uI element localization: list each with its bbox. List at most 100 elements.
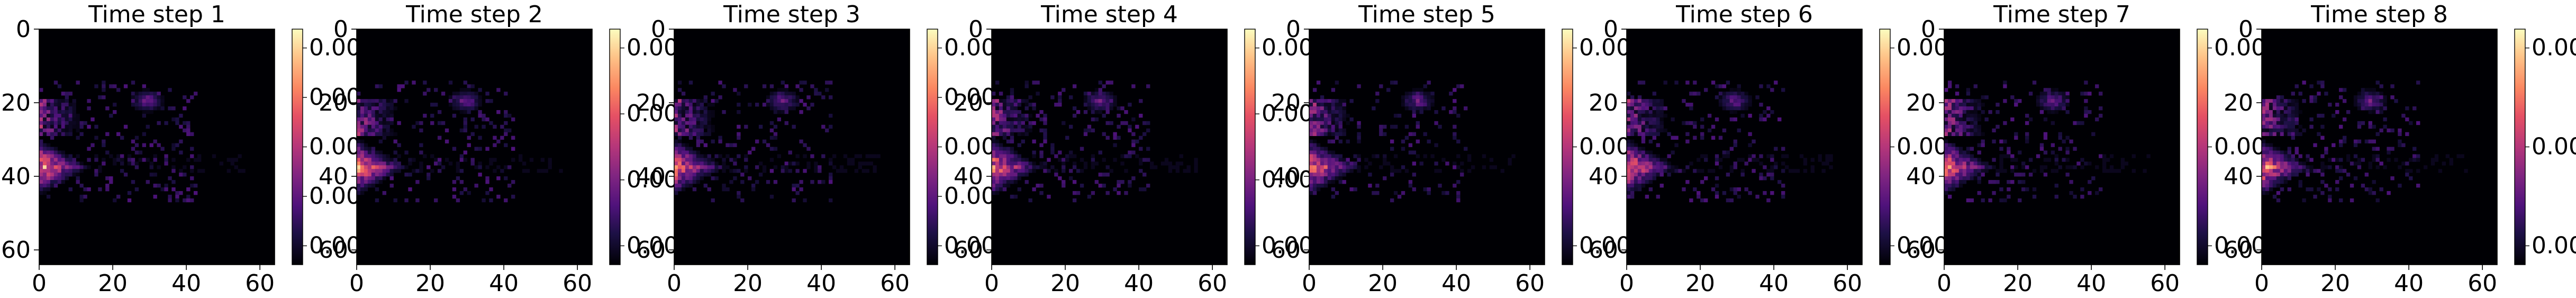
heatmap-cell [1069, 154, 1073, 158]
heatmap-cell [57, 158, 62, 162]
heatmap-cell [1098, 150, 1102, 155]
heatmap-cell [677, 132, 682, 137]
heatmap-cell [995, 124, 1000, 129]
heatmap-cell [386, 165, 390, 169]
heatmap-cell [2262, 113, 2266, 118]
heatmap-cell [792, 95, 796, 100]
subplot-8: Time step 8020406002040600.00150.00100.0… [2224, 1, 2576, 297]
heatmap-cell [2298, 165, 2302, 169]
heatmap-cell [1401, 139, 1405, 143]
heatmap-cell [999, 124, 1003, 129]
heatmap-cell [2276, 173, 2281, 177]
heatmap-cell [1024, 106, 1029, 111]
heatmap-cell [792, 92, 796, 96]
heatmap-cell [378, 124, 383, 129]
heatmap-cell [1682, 121, 1686, 125]
heatmap-cell [109, 113, 113, 118]
heatmap-cell [692, 103, 697, 107]
heatmap-cell [50, 147, 55, 151]
heatmap-cell [1678, 169, 1682, 173]
heatmap-cell [467, 136, 471, 140]
heatmap-cell [423, 113, 427, 118]
heatmap-cell [478, 161, 482, 166]
heatmap-cell [1102, 99, 1106, 103]
heatmap-cell [393, 106, 397, 111]
heatmap-cell [2339, 95, 2343, 100]
heatmap-cell [1342, 128, 1346, 133]
heatmap-cell [46, 117, 51, 122]
heatmap-cell [1729, 110, 1734, 114]
heatmap-cell [1630, 110, 1635, 114]
heatmap-cell [53, 121, 58, 125]
heatmap-cell [1733, 165, 1737, 169]
heatmap-cell [1353, 161, 1357, 166]
heatmap-cell [1010, 117, 1014, 122]
heatmap-cell [1715, 176, 1719, 180]
heatmap-cell [2272, 121, 2277, 125]
heatmap-cell [2269, 173, 2273, 177]
heatmap-cell [995, 106, 1000, 111]
heatmap-cell [696, 139, 701, 143]
heatmap-cell [448, 80, 453, 85]
heatmap-cell [1726, 95, 1730, 100]
heatmap-cell [2309, 124, 2314, 129]
heatmap-cell [1316, 128, 1321, 133]
heatmap-cell [493, 124, 497, 129]
heatmap-cell [762, 165, 767, 169]
heatmap-cell [2276, 113, 2281, 118]
heatmap-cell [2143, 169, 2147, 173]
heatmap-cell [459, 103, 464, 107]
heatmap-cell [1755, 194, 1759, 199]
heatmap-cell [1312, 184, 1317, 188]
heatmap-cell [2120, 161, 2125, 166]
heatmap-cell [2021, 165, 2026, 169]
heatmap-cell [1404, 103, 1409, 107]
subplot-3: Time step 30 20 40 6002040600.0010.0010.000… [636, 1, 1011, 297]
heatmap-cell [1131, 139, 1136, 143]
x-tick-label: 60 [1515, 270, 1545, 297]
heatmap-cell [2294, 161, 2299, 166]
heatmap-cell [999, 158, 1003, 162]
heatmap-cell [489, 187, 493, 192]
heatmap-cell [1500, 169, 1504, 173]
heatmap-cell [2387, 191, 2391, 195]
heatmap-cell [1951, 158, 1956, 162]
heatmap-cell [1652, 128, 1657, 133]
heatmap-cell [153, 95, 157, 100]
heatmap-cell [784, 103, 788, 107]
heatmap-cell [1630, 173, 1635, 177]
heatmap-cell [2361, 106, 2365, 111]
heatmap-cell [378, 117, 383, 122]
heatmap-cell [2280, 95, 2284, 100]
heatmap-cell [1408, 92, 1413, 96]
heatmap-cell [2269, 161, 2273, 166]
heatmap-cell [1357, 139, 1361, 143]
heatmap-cell [1944, 191, 1948, 195]
heatmap-cell [722, 161, 726, 166]
heatmap-cell [190, 154, 194, 158]
heatmap-cell [2276, 169, 2281, 173]
heatmap-cell [452, 113, 457, 118]
heatmap-cell [674, 128, 678, 133]
heatmap-cell [2062, 106, 2066, 111]
heatmap-cell [2272, 194, 2277, 199]
heatmap-cell [2007, 194, 2011, 199]
heatmap-cell [1770, 169, 1774, 173]
heatmap-cell [1715, 154, 1719, 158]
heatmap-cell [1043, 113, 1047, 118]
heatmap-cell [1346, 158, 1350, 162]
heatmap-cell [1065, 158, 1069, 162]
heatmap-cell [134, 150, 139, 155]
heatmap-cell [397, 165, 401, 169]
heatmap-cell [1641, 99, 1646, 103]
heatmap-cell [836, 169, 840, 173]
heatmap-cell [1021, 132, 1025, 137]
heatmap-cell [1013, 176, 1018, 180]
heatmap-cell [1966, 103, 1971, 107]
heatmap-cell [1704, 88, 1708, 92]
heatmap-cell [2324, 165, 2328, 169]
heatmap-cell [1312, 173, 1317, 177]
heatmap-cell [1645, 150, 1649, 155]
heatmap-cell [1346, 169, 1350, 173]
heatmap-cell [1327, 180, 1332, 184]
